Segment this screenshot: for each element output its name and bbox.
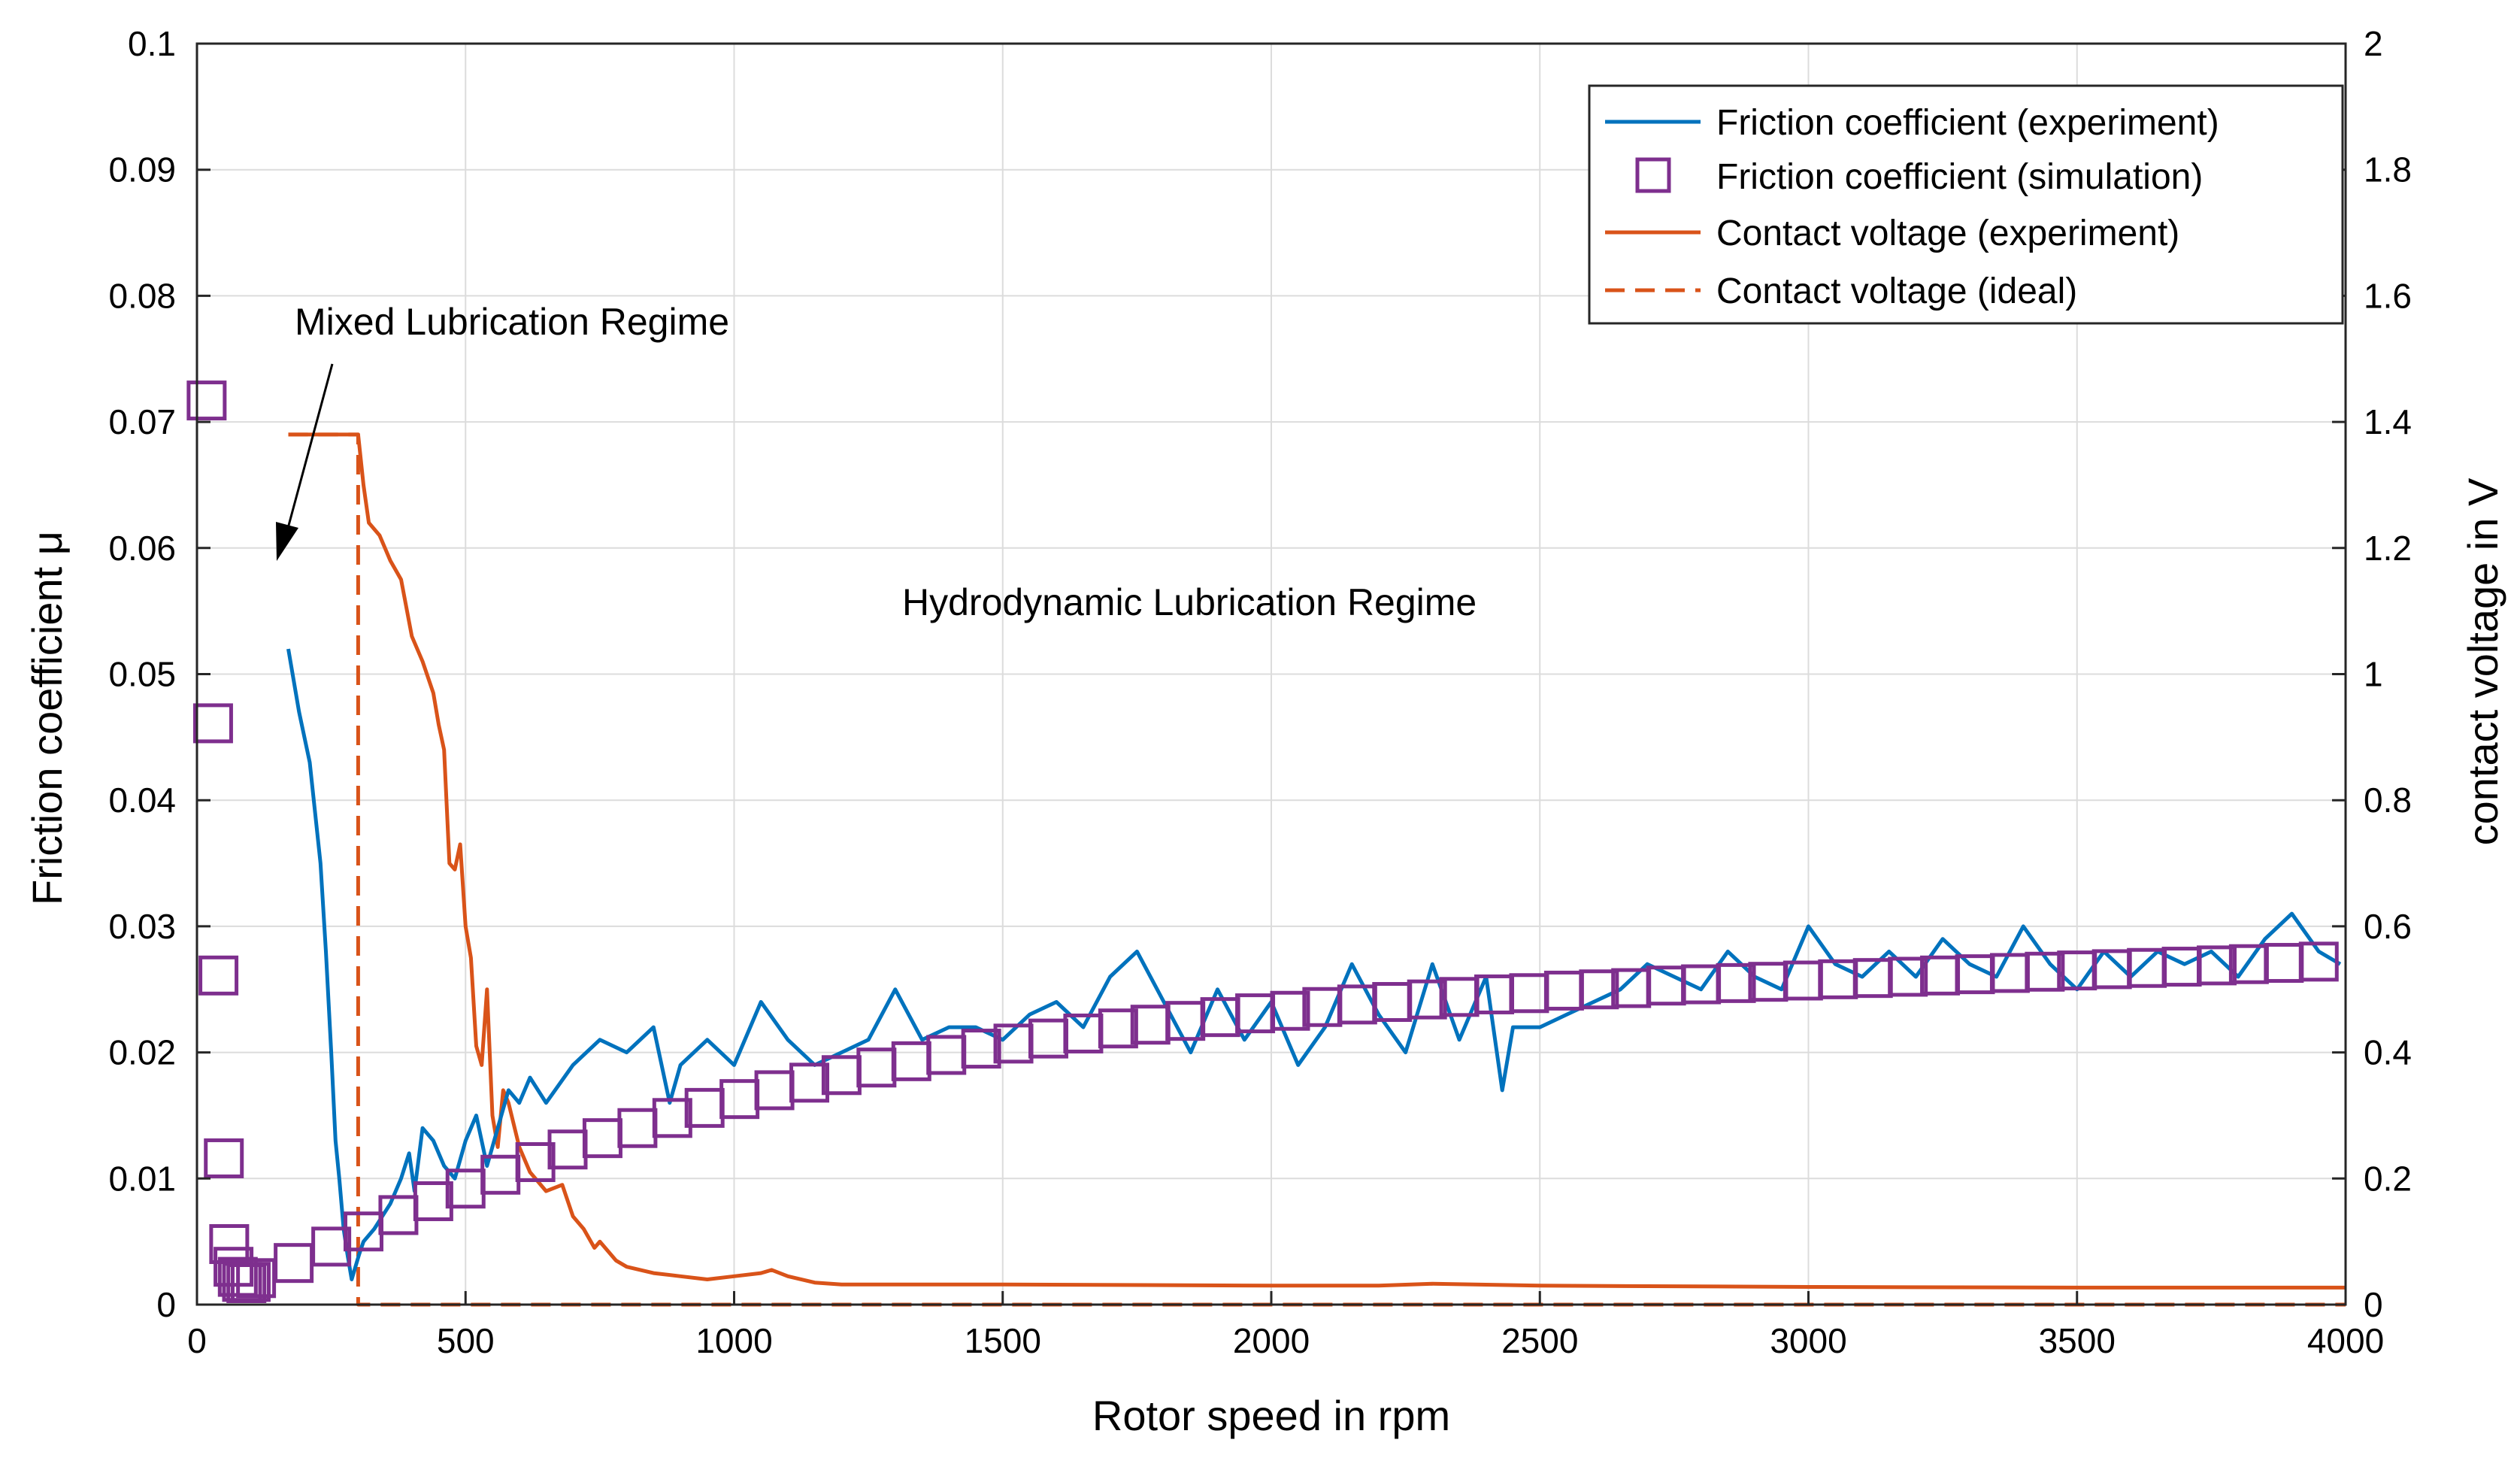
simulation-marker: [2025, 951, 2065, 992]
x-tick-label: 2000: [1233, 1321, 1310, 1360]
x-axis-label: Rotor speed in rpm: [1092, 1392, 1450, 1439]
simulation-marker: [1063, 1013, 1104, 1053]
y-axis-label-left: Friction coefficient μ: [23, 531, 71, 905]
series-line-contact-voltage-ideal: [288, 432, 2346, 1307]
y-right-tick-label: 0: [2364, 1285, 2383, 1324]
y-right-tick-label: 1.8: [2364, 150, 2412, 189]
simulation-marker: [652, 1098, 692, 1138]
simulation-marker: [891, 1041, 931, 1081]
simulation-marker: [1270, 990, 1310, 1031]
y-left-tick-label: 0.06: [108, 529, 176, 568]
simulation-marker: [1028, 1018, 1068, 1059]
legend-label-voltage-ideal: Contact voltage (ideal): [1716, 271, 2077, 311]
simulation-marker: [2264, 943, 2304, 984]
simulation-marker: [1474, 974, 1515, 1014]
arrow-icon: [276, 363, 334, 561]
series-markers: [186, 380, 2339, 1303]
y-left-tick-label: 0.04: [108, 781, 176, 820]
annotation-mixed-lubrication: Mixed Lubrication Regime: [295, 301, 729, 343]
simulation-marker: [2127, 947, 2167, 988]
simulation-marker: [1888, 956, 1928, 997]
annotations: Mixed Lubrication Regime Hydrodynamic Lu…: [276, 301, 1477, 623]
x-tick-label: 4000: [2307, 1321, 2384, 1360]
y-right-tick-label: 0.6: [2364, 907, 2412, 946]
y-left-tick-label: 0.08: [108, 276, 176, 315]
simulation-marker: [1579, 969, 1619, 1010]
legend: Friction coefficient (experiment) Fricti…: [1588, 84, 2344, 325]
simulation-marker: [378, 1195, 419, 1235]
simulation-marker: [961, 1029, 1001, 1069]
y-right-tick-label: 1: [2364, 655, 2383, 694]
simulation-marker: [856, 1047, 897, 1088]
simulation-marker: [1509, 973, 1549, 1014]
x-tick-label: 2500: [1501, 1321, 1578, 1360]
simulation-marker: [2197, 945, 2237, 986]
x-tick-label: 0: [187, 1321, 207, 1360]
y-right-tick-label: 0.8: [2364, 781, 2412, 820]
x-tick-label: 500: [437, 1321, 495, 1360]
simulation-marker: [2161, 947, 2202, 987]
simulation-marker: [1716, 962, 1756, 1003]
simulation-marker: [617, 1108, 658, 1148]
simulation-marker: [789, 1062, 830, 1103]
legend-box: [1588, 84, 2344, 325]
y-left-tick-label: 0.01: [108, 1159, 176, 1198]
simulation-marker: [1098, 1008, 1138, 1049]
y-left-tick-label: 0.09: [108, 150, 176, 189]
x-tick-label: 3500: [2039, 1321, 2116, 1360]
y-right-tick-label: 2: [2364, 24, 2383, 63]
annotation-hydrodynamic-lubrication: Hydrodynamic Lubrication Regime: [902, 581, 1477, 623]
simulation-marker: [719, 1079, 760, 1120]
series-lines: [286, 432, 2346, 1307]
y-left-tick-label: 0.07: [108, 402, 176, 441]
y-axis-label-right: contact voltage in V: [2459, 477, 2506, 845]
simulation-marker: [274, 1243, 314, 1284]
simulation-marker: [230, 1262, 271, 1302]
y-left-tick-label: 0.02: [108, 1033, 176, 1072]
ticks: 0 500 1000 1500 2000 2500 3000 3500 400000.010.0…: [108, 24, 2411, 1360]
y-left-tick-label: 0.03: [108, 907, 176, 946]
simulation-marker: [582, 1118, 622, 1159]
x-tick-label: 3000: [1770, 1321, 1846, 1360]
y-right-tick-label: 0.4: [2364, 1033, 2412, 1072]
simulation-marker: [515, 1141, 556, 1182]
legend-label-friction-simulation: Friction coefficient (simulation): [1716, 157, 2203, 197]
simulation-marker: [754, 1070, 795, 1111]
y-right-tick-label: 0.2: [2364, 1159, 2412, 1198]
simulation-marker: [311, 1226, 352, 1267]
y-right-tick-label: 1.6: [2364, 276, 2412, 315]
legend-swatch-friction-simulation: [1635, 157, 1671, 193]
simulation-marker: [186, 380, 227, 421]
series-line-friction-experiment: [286, 648, 2342, 1281]
y-right-tick-label: 1.4: [2364, 402, 2412, 441]
series-line-contact-voltage-experiment: [288, 432, 2346, 1290]
legend-label-voltage-experiment: Contact voltage (experiment): [1716, 214, 2179, 253]
simulation-marker: [413, 1181, 453, 1221]
simulation-marker: [1543, 970, 1584, 1011]
y-right-tick-label: 1.2: [2364, 529, 2412, 568]
y-left-tick-label: 0: [156, 1285, 176, 1324]
simulation-marker: [204, 1138, 244, 1178]
x-tick-label: 1500: [965, 1321, 1041, 1360]
legend-label-friction-experiment: Friction coefficient (experiment): [1716, 103, 2219, 143]
simulation-marker: [926, 1035, 967, 1075]
simulation-marker: [1407, 979, 1447, 1020]
y-left-tick-label: 0.05: [108, 655, 176, 694]
x-tick-label: 1000: [695, 1321, 772, 1360]
simulation-marker: [198, 955, 239, 996]
simulation-marker: [192, 703, 233, 744]
simulation-marker: [2298, 941, 2339, 982]
series-layer: [186, 380, 2346, 1307]
simulation-marker: [1337, 984, 1377, 1025]
y-left-tick-label: 0.1: [128, 24, 176, 63]
